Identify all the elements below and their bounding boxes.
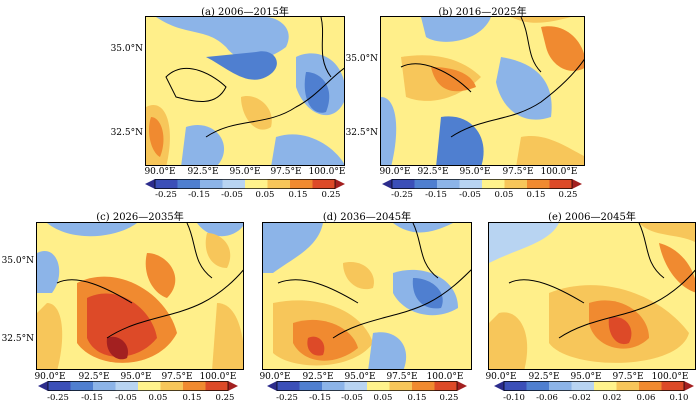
panel-b-xlabel-100: 100.0°E (540, 167, 578, 177)
panel-a-ylabel-32_5: 32.5°N (110, 128, 143, 138)
panel-c-ylabel-32_5: 32.5°N (1, 334, 34, 344)
panel-c-xlabel-100: 100.0°E (199, 372, 237, 382)
panel-b-cbar-label-3: -0.05 (459, 190, 481, 200)
panel-a-colorbar (145, 179, 345, 189)
panel-e-xlabel-100: 100.0°E (651, 372, 689, 382)
panel-b-cbar-label-2: -0.15 (425, 190, 447, 200)
panel-a-cbar-label-3: -0.05 (221, 190, 243, 200)
panel-b-field (381, 17, 584, 165)
panel-d-cbar-label-4: 0.05 (373, 393, 393, 403)
panel-e-cbar-label-3: -0.02 (569, 393, 591, 403)
panel-b-map (380, 16, 585, 166)
panel-c-xlabel-90: 90.0°E (34, 372, 66, 382)
panel-c-xlabel-92_5: 92.5°E (78, 372, 110, 382)
panel-c-map (36, 222, 244, 370)
panel-d-cbar-label-6: 0.25 (439, 393, 459, 403)
panel-d-xlabel-90: 90.0°E (259, 372, 291, 382)
panel-c-cbar-label-1: -0.25 (47, 393, 69, 403)
panel-d-xlabel-95: 95.0°E (344, 372, 376, 382)
panel-a-xlabel-97_5: 97.5°E (270, 167, 302, 177)
panel-a-cbar-label-4: 0.05 (255, 190, 275, 200)
panel-d-cbar-label-2: -0.15 (309, 393, 331, 403)
panel-b-xlabel-97_5: 97.5°E (502, 167, 534, 177)
panel-c-cbar-label-6: 0.25 (215, 393, 235, 403)
panel-c-ylabel-35: 35.0°N (1, 256, 34, 266)
panel-c-field (37, 223, 243, 369)
panel-e-cbar-label-5: 0.06 (636, 393, 656, 403)
panel-d-cbar-label-3: -0.05 (341, 393, 363, 403)
panel-d-xlabel-97_5: 97.5°E (386, 372, 418, 382)
panel-c-xlabel-97_5: 97.5°E (161, 372, 193, 382)
panel-d-map (262, 222, 472, 370)
panel-e-title: (e) 2006—2045年 (548, 212, 636, 223)
panel-c-xlabel-95: 95.0°E (120, 372, 152, 382)
panel-a-cbar-label-1: -0.25 (155, 190, 177, 200)
panel-d-colorbar (267, 381, 467, 391)
panel-e-xlabel-90: 90.0°E (485, 372, 517, 382)
panel-b-cbar-label-6: 0.25 (558, 190, 578, 200)
panel-a-ylabel-35: 35.0°N (110, 44, 143, 54)
panel-a-map (145, 16, 345, 166)
panel-e-xlabel-92_5: 92.5°E (528, 372, 560, 382)
panel-a-xlabel-100: 100.0°E (308, 167, 346, 177)
panel-e-cbar-label-4: 0.02 (602, 393, 622, 403)
panel-b-ylabel-32_5: 32.5°N (345, 128, 378, 138)
panel-b-xlabel-95: 95.0°E (459, 167, 491, 177)
panel-b-ylabel-35: 35.0°N (345, 54, 378, 64)
panel-d-xlabel-100: 100.0°E (426, 372, 464, 382)
panel-e-colorbar (494, 381, 694, 391)
panel-a-cbar-label-6: 0.25 (321, 190, 341, 200)
panel-c-cbar-label-2: -0.15 (81, 393, 103, 403)
panel-c-title: (c) 2026—2035年 (96, 212, 184, 223)
panel-b-xlabel-90: 90.0°E (379, 167, 411, 177)
panel-c-cbar-label-3: -0.05 (115, 393, 137, 403)
panel-b-cbar-label-4: 0.05 (494, 190, 514, 200)
panel-a-title: (a) 2006—2015年 (201, 7, 289, 18)
panel-c-colorbar (38, 381, 238, 391)
panel-e-cbar-label-1: -0.10 (503, 393, 525, 403)
panel-b-xlabel-92_5: 92.5°E (417, 167, 449, 177)
panel-e-map (488, 222, 696, 370)
panel-a-xlabel-95: 95.0°E (229, 167, 261, 177)
panel-b-cbar-label-5: 0.15 (526, 190, 546, 200)
panel-a-xlabel-92_5: 92.5°E (187, 167, 219, 177)
panel-e-xlabel-97_5: 97.5°E (612, 372, 644, 382)
panel-e-xlabel-95: 95.0°E (570, 372, 602, 382)
panel-e-field (489, 223, 695, 369)
panel-b-colorbar (382, 179, 582, 189)
panel-a-field (146, 17, 344, 165)
panel-d-cbar-label-1: -0.25 (276, 393, 298, 403)
panel-d-title: (d) 2036—2045年 (322, 212, 412, 223)
panel-a-cbar-label-2: -0.15 (188, 190, 210, 200)
panel-d-xlabel-92_5: 92.5°E (302, 372, 334, 382)
panel-e-cbar-label-6: 0.10 (669, 393, 689, 403)
panel-d-cbar-label-5: 0.15 (407, 393, 427, 403)
panel-a-cbar-label-5: 0.15 (288, 190, 308, 200)
panel-c-cbar-label-4: 0.05 (148, 393, 168, 403)
panel-a-xlabel-90: 90.0°E (144, 167, 176, 177)
panel-b-title: (b) 2016—2025年 (438, 7, 527, 18)
panel-c-cbar-label-5: 0.15 (182, 393, 202, 403)
panel-d-field (263, 223, 471, 369)
panel-b-cbar-label-1: -0.25 (391, 190, 413, 200)
panel-e-cbar-label-2: -0.06 (536, 393, 558, 403)
